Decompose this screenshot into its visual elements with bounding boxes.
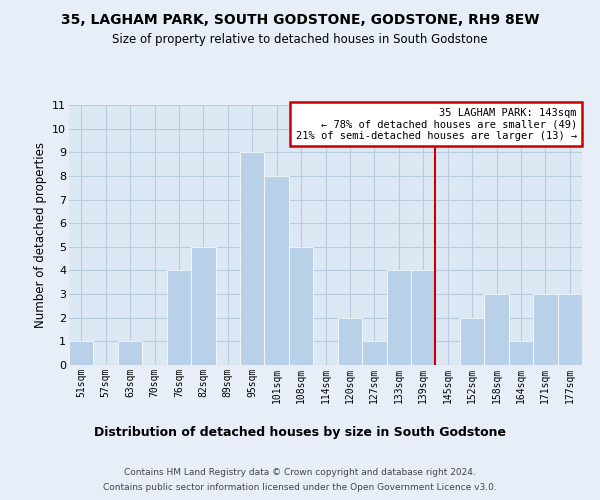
Bar <box>533 294 557 365</box>
Bar <box>289 247 313 365</box>
Bar <box>509 342 533 365</box>
Bar <box>265 176 289 365</box>
Y-axis label: Number of detached properties: Number of detached properties <box>34 142 47 328</box>
Text: 35, LAGHAM PARK, SOUTH GODSTONE, GODSTONE, RH9 8EW: 35, LAGHAM PARK, SOUTH GODSTONE, GODSTON… <box>61 12 539 26</box>
Bar <box>484 294 509 365</box>
Text: Size of property relative to detached houses in South Godstone: Size of property relative to detached ho… <box>112 32 488 46</box>
Bar <box>411 270 436 365</box>
Text: Contains public sector information licensed under the Open Government Licence v3: Contains public sector information licen… <box>103 483 497 492</box>
Bar <box>191 247 215 365</box>
Bar <box>167 270 191 365</box>
Bar <box>118 342 142 365</box>
Bar <box>362 342 386 365</box>
Text: Distribution of detached houses by size in South Godstone: Distribution of detached houses by size … <box>94 426 506 439</box>
Bar <box>338 318 362 365</box>
Bar <box>460 318 484 365</box>
Text: 35 LAGHAM PARK: 143sqm
← 78% of detached houses are smaller (49)
21% of semi-det: 35 LAGHAM PARK: 143sqm ← 78% of detached… <box>296 108 577 141</box>
Text: Contains HM Land Registry data © Crown copyright and database right 2024.: Contains HM Land Registry data © Crown c… <box>124 468 476 477</box>
Bar <box>240 152 265 365</box>
Bar <box>69 342 94 365</box>
Bar <box>557 294 582 365</box>
Bar <box>386 270 411 365</box>
